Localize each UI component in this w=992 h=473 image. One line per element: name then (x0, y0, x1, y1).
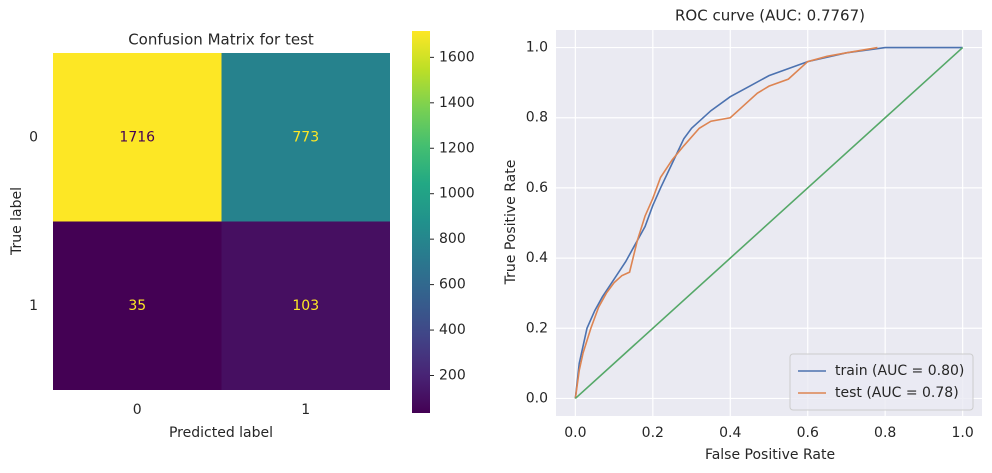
colorbar-tick-label: 1000 (439, 186, 475, 202)
colorbar-tick-label: 1200 (439, 140, 475, 156)
colorbar-tick-label: 400 (439, 322, 466, 338)
y-tick-label: 0.8 (526, 110, 548, 126)
x-axis-label: Predicted label (169, 425, 273, 441)
y-tick-label: 1.0 (526, 40, 548, 56)
y-tick-label: 0.2 (526, 320, 548, 336)
colorbar-tick-label: 600 (439, 277, 466, 293)
legend-label: train (AUC = 0.80) (835, 363, 964, 379)
y-axis-label: True label (9, 187, 25, 256)
colorbar-tick-label: 1600 (439, 49, 475, 65)
heatmap-title: Confusion Matrix for test (128, 31, 314, 49)
y-tick-label: 1 (29, 298, 38, 314)
x-tick-label: 0.8 (874, 425, 896, 441)
heatmap-cell (53, 221, 222, 390)
legend (789, 353, 974, 411)
cell-label: 103 (292, 298, 319, 314)
y-tick-label: 0.0 (526, 390, 548, 406)
heatmap-cell (221, 53, 390, 222)
roc-line (574, 46, 878, 399)
x-tick-label: 0.6 (797, 425, 819, 441)
colorbar-tick-label: 1400 (439, 95, 475, 111)
y-tick-label: 0.4 (526, 250, 548, 266)
colorbar-tick-label: 200 (439, 368, 466, 384)
x-tick-label: 1.0 (952, 425, 974, 441)
x-tick-label: 1 (301, 402, 310, 418)
cell-label: 1716 (119, 129, 155, 145)
cell-label: 773 (292, 129, 319, 145)
cell-label: 35 (128, 298, 146, 314)
colorbar-tick-label: 800 (439, 231, 466, 247)
legend-label: test (AUC = 0.78) (835, 385, 959, 401)
roc-line (574, 46, 964, 400)
y-axis-label: True Positive Rate (503, 160, 519, 286)
x-tick-label: 0.4 (719, 425, 741, 441)
y-tick-label: 0.6 (526, 180, 548, 196)
x-tick-label: 0.2 (642, 425, 664, 441)
y-tick-label: 0 (29, 129, 38, 145)
x-tick-label: 0.0 (564, 425, 586, 441)
heatmap-cell (53, 53, 222, 222)
x-tick-label: 0 (133, 402, 142, 418)
roc-title: ROC curve (AUC: 0.7767) (675, 7, 865, 25)
roc-line (574, 46, 963, 399)
heatmap-cell (221, 221, 390, 390)
x-axis-label: False Positive Rate (705, 447, 835, 463)
colorbar (412, 31, 430, 413)
